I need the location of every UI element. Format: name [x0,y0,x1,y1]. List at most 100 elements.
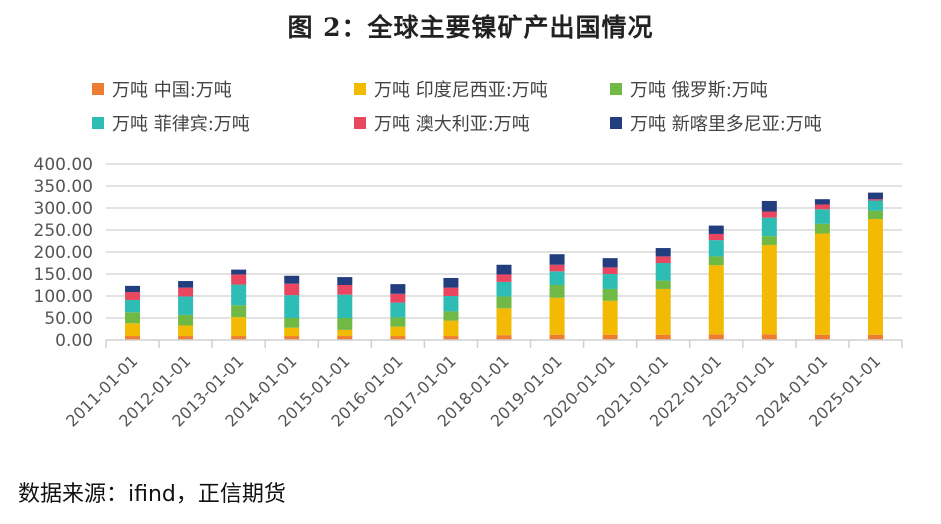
chart-title: 图 2：全球主要镍矿产出国情况 [287,13,654,42]
legend-label-philippines: 万吨 菲律宾:万吨 [112,114,250,135]
bar-segment [496,296,512,309]
legend-item-russia: 万吨 俄罗斯:万吨 [610,76,768,102]
bar-segment [761,217,777,237]
legend-label-australia: 万吨 澳大利亚:万吨 [374,114,530,135]
bar-segment [655,288,671,335]
bar-segment [761,244,777,335]
bar-segment [390,302,406,318]
legend-item-china: 万吨 中国:万吨 [92,76,232,102]
bar-segment [337,294,353,318]
bar-segment [284,336,300,340]
bar-segment [602,334,618,340]
bar-segment [284,327,300,337]
bar-segment [390,336,406,340]
legend-item-new-caledonia: 万吨 新喀里多尼亚:万吨 [610,110,822,136]
bar-segment [390,317,406,327]
bar-segment [867,210,883,219]
legend-label-china: 万吨 中国:万吨 [112,80,232,101]
bar-segment [655,248,671,257]
bar-segment [549,334,565,340]
bar-segment [178,325,194,337]
bar-segment [125,299,141,313]
bar-segment [602,274,618,289]
bar-segment [337,329,353,337]
legend-item-australia: 万吨 澳大利亚:万吨 [354,110,530,136]
y-tick-label: 250.00 [34,221,93,241]
bars [125,192,883,340]
bar-segment [655,334,671,340]
bar-segment [496,264,512,275]
bar-segment [284,283,300,296]
y-tick-label: 200.00 [34,243,93,263]
bar-segment [178,296,194,315]
bar-segment [708,240,724,257]
legend-swatch-australia [354,117,366,129]
bar-segment [814,223,830,234]
bar-segment [761,200,777,212]
bar-segment [602,300,618,335]
bar-segment [337,285,353,295]
bar-segment [337,277,353,285]
bar-segment [867,200,883,211]
bar-segment [655,280,671,289]
bar-segment [284,275,300,284]
bar-segment [708,265,724,335]
bar-segment [443,287,459,296]
bar-segment [708,233,724,241]
legend-label-russia: 万吨 俄罗斯:万吨 [630,80,768,101]
bar-segment [178,287,194,297]
bar-segment [761,236,777,245]
bar-segment [390,326,406,337]
bar-segment [867,192,883,200]
bar-segment [337,318,353,330]
x-axis: 2011-01-012012-01-012013-01-012014-01-01… [62,339,903,431]
bar-segment [496,308,512,336]
bar-segment [231,274,247,285]
y-tick-label: 0.00 [55,331,93,351]
y-tick-label: 150.00 [34,265,93,285]
bar-segment [443,277,459,288]
bar-segment [443,311,459,321]
legend-swatch-indonesia [354,83,366,95]
bar-segment [549,297,565,335]
bar-segment [178,281,194,288]
legend-item-philippines: 万吨 菲律宾:万吨 [92,110,250,136]
bar-segment [814,334,830,340]
bar-segment [867,199,883,201]
y-tick-label: 50.00 [44,309,93,329]
bar-segment [602,288,618,301]
bar-segment [178,314,194,326]
legend-swatch-china [92,83,104,95]
data-source-note: 数据来源：ifind，正信期货 [18,482,286,507]
bar-segment [549,285,565,298]
bar-segment [231,336,247,340]
bar-segment [125,323,141,337]
bar-segment [390,284,406,294]
bar-segment [125,292,141,300]
bar-segment [814,204,830,210]
legend-swatch-philippines [92,117,104,129]
bar-segment [655,256,671,263]
y-axis: 0.0050.00100.00150.00200.00250.00300.003… [34,155,93,351]
bar-segment [390,293,406,303]
bar-segment [496,335,512,340]
bar-segment [443,320,459,337]
bar-segment [178,336,194,340]
y-tick-label: 100.00 [34,287,93,307]
bar-segment [443,336,459,340]
bar-segment [814,209,830,224]
legend-item-indonesia: 万吨 印度尼西亚:万吨 [354,76,548,102]
bar-segment [761,211,777,218]
bar-segment [814,199,830,205]
bar-segment [602,267,618,274]
bar-segment [443,296,459,312]
bar-segment [814,233,830,335]
bar-segment [761,334,777,340]
bar-segment [549,264,565,272]
bar-segment [231,305,247,318]
bar-segment [125,336,141,340]
bar-segment [655,263,671,281]
bar-segment [496,281,512,297]
bar-segment [708,256,724,266]
bar-segment [708,334,724,340]
